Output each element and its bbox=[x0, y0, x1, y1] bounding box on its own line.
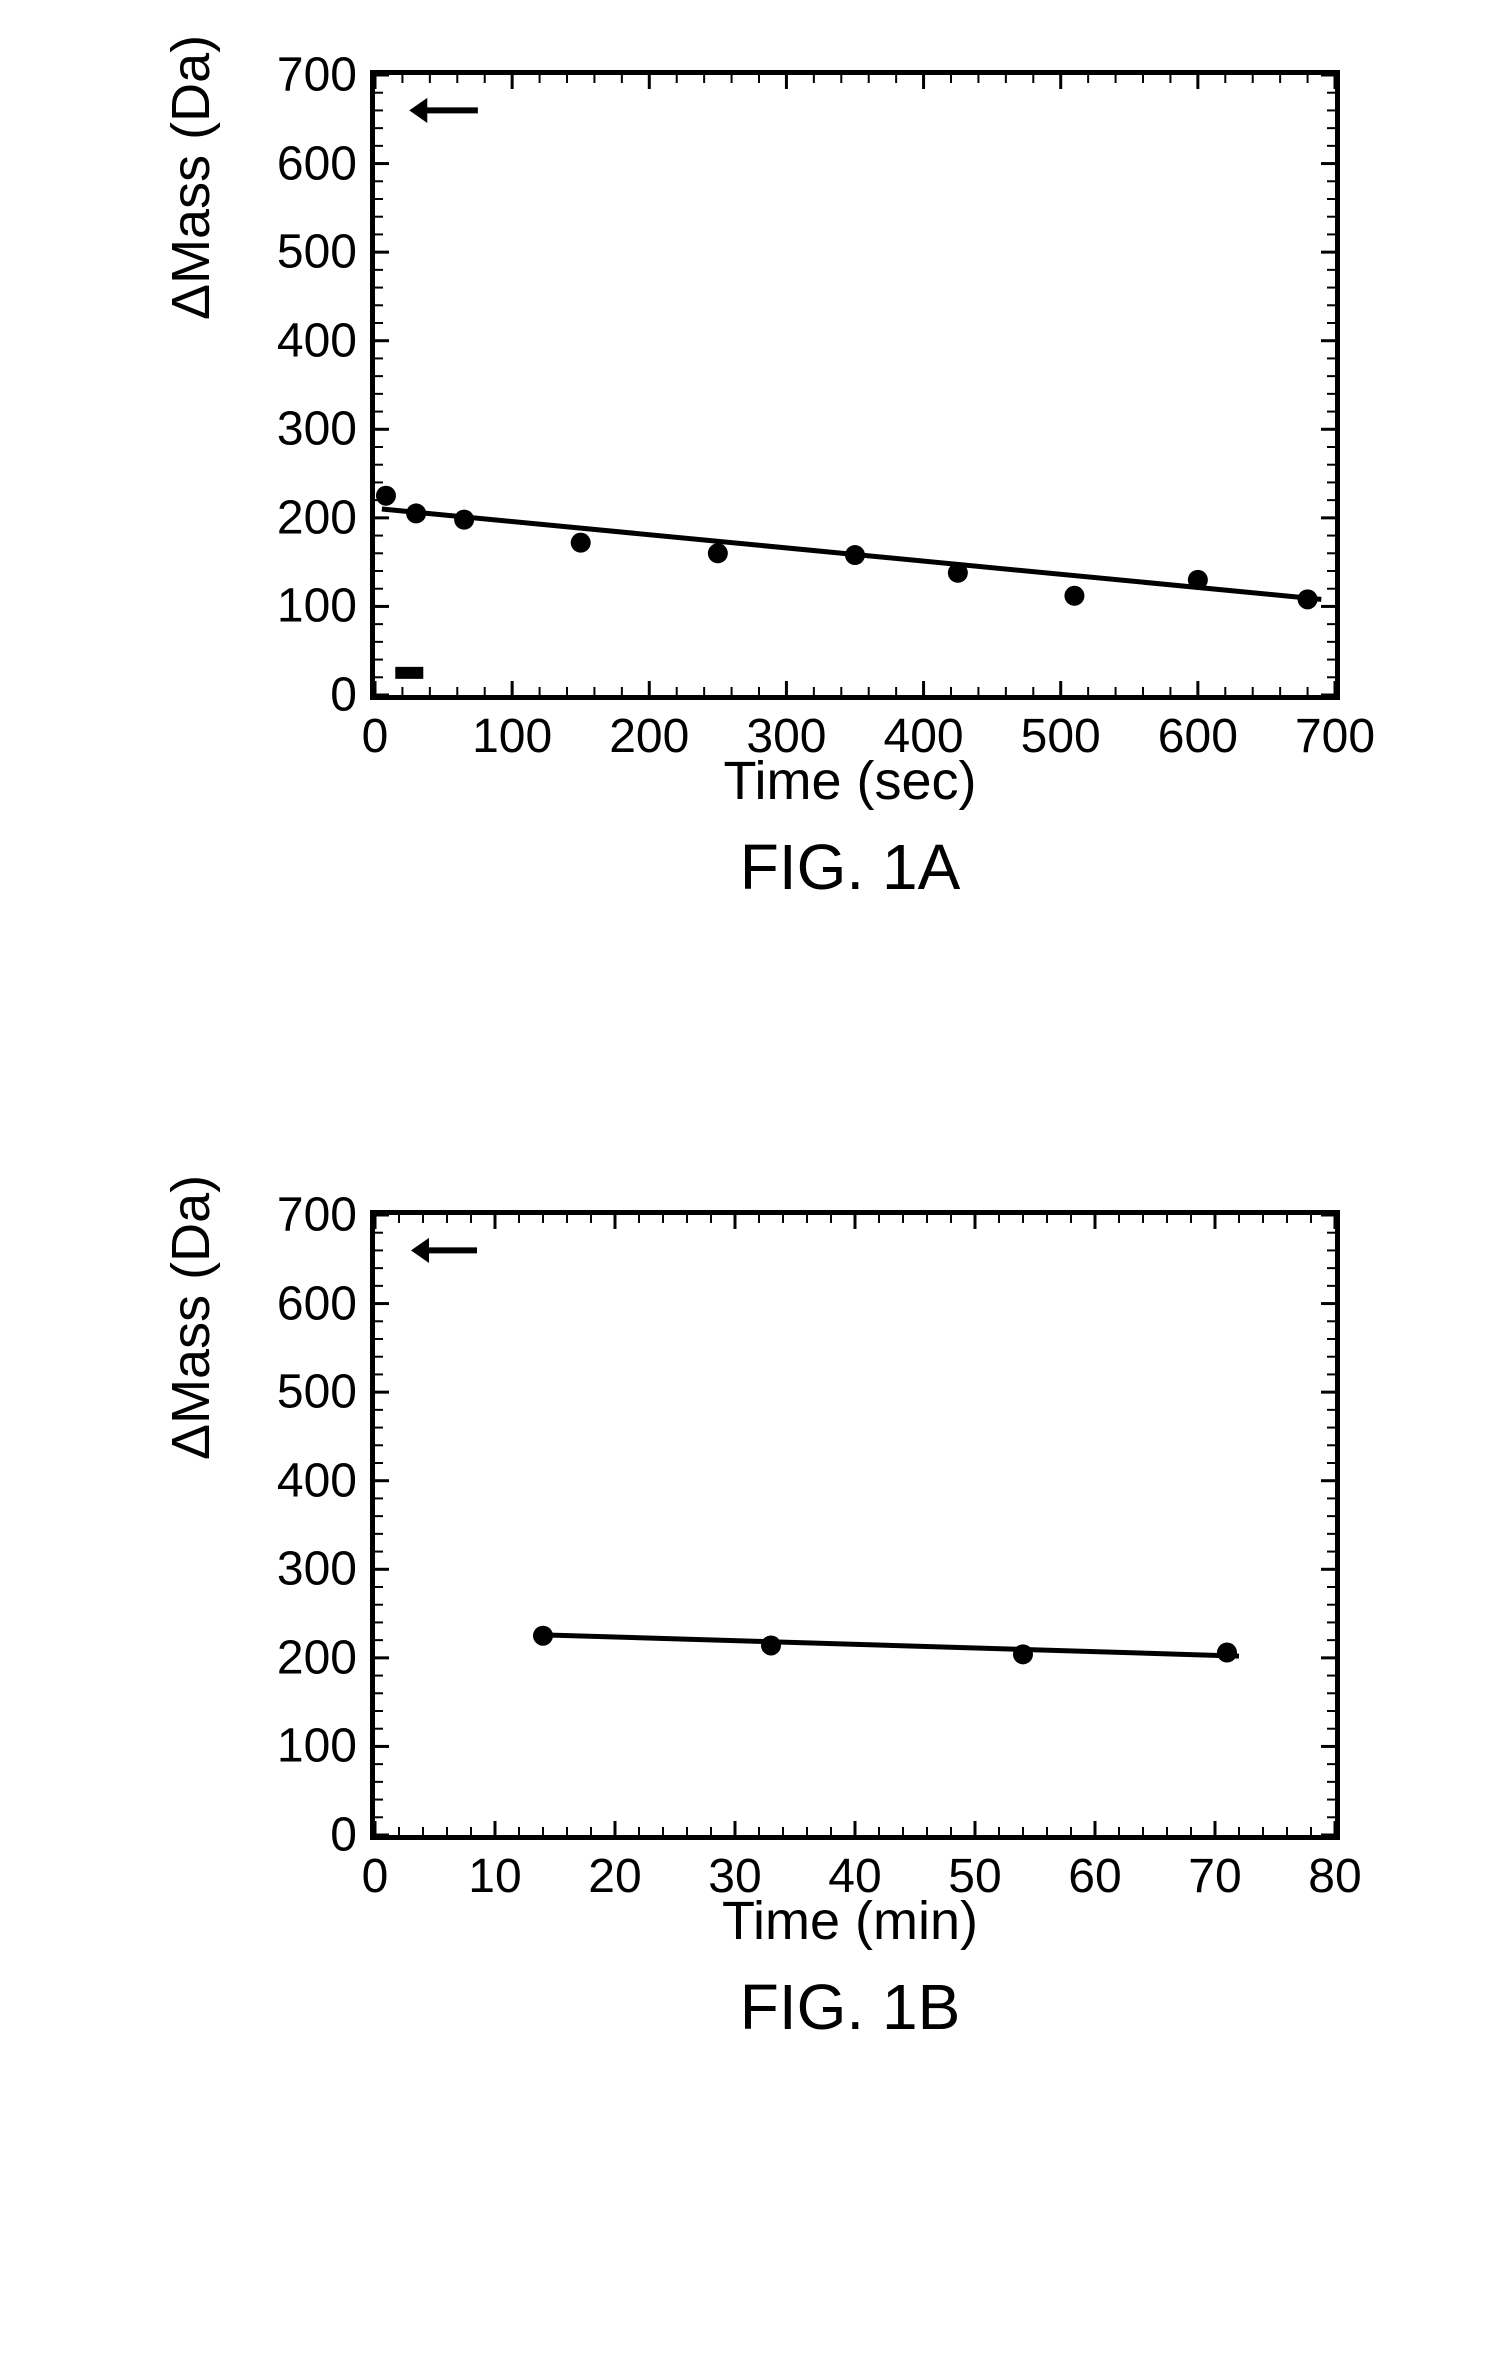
figure-a-plot: 0100200300400500600700010020030040050060… bbox=[370, 70, 1340, 700]
figure-a-ylabel: ΔMass (Da) bbox=[160, 35, 222, 320]
ytick-label: 0 bbox=[237, 668, 357, 723]
ytick-label: 0 bbox=[237, 1808, 357, 1863]
ytick-label: 600 bbox=[237, 136, 357, 191]
data-point bbox=[1064, 586, 1084, 606]
data-point bbox=[1013, 1644, 1033, 1664]
figure-a-xlabel: Time (sec) bbox=[370, 750, 1330, 812]
data-point bbox=[376, 486, 396, 506]
figure-b-ylabel: ΔMass (Da) bbox=[160, 1175, 222, 1460]
figure-a-caption: FIG. 1A bbox=[370, 830, 1330, 904]
ytick-label: 400 bbox=[237, 1453, 357, 1508]
data-point bbox=[1217, 1643, 1237, 1663]
ytick-label: 600 bbox=[237, 1276, 357, 1331]
data-point bbox=[406, 503, 426, 523]
data-point bbox=[845, 545, 865, 565]
data-point bbox=[708, 543, 728, 563]
ytick-label: 200 bbox=[237, 490, 357, 545]
figure-a-panel: ΔMass (Da) 01002003004005006007000100200… bbox=[110, 40, 1390, 1040]
data-point bbox=[1298, 589, 1318, 609]
ytick-label: 100 bbox=[237, 579, 357, 634]
ytick-label: 400 bbox=[237, 313, 357, 368]
plot-svg bbox=[375, 75, 1335, 695]
marker-rect bbox=[395, 667, 423, 679]
ytick-label: 500 bbox=[237, 1365, 357, 1420]
figure-b-panel: ΔMass (Da) 01020304050607080010020030040… bbox=[110, 1180, 1390, 2180]
data-point bbox=[1188, 570, 1208, 590]
data-point bbox=[533, 1626, 553, 1646]
data-point bbox=[948, 563, 968, 583]
figure-b-plot: 010203040506070800100200300400500600700 bbox=[370, 1210, 1340, 1840]
arrow-head-icon bbox=[409, 98, 427, 123]
ytick-label: 300 bbox=[237, 402, 357, 457]
ytick-label: 700 bbox=[237, 1188, 357, 1243]
ytick-label: 700 bbox=[237, 48, 357, 103]
figure-b-caption: FIG. 1B bbox=[370, 1970, 1330, 2044]
data-point bbox=[571, 533, 591, 553]
page: ΔMass (Da) 01002003004005006007000100200… bbox=[0, 0, 1502, 2366]
plot-svg bbox=[375, 1215, 1335, 1835]
data-point bbox=[761, 1635, 781, 1655]
ytick-label: 500 bbox=[237, 225, 357, 280]
trendline bbox=[543, 1635, 1239, 1656]
figure-b-xlabel: Time (min) bbox=[370, 1890, 1330, 1952]
ytick-label: 200 bbox=[237, 1630, 357, 1685]
arrow-head-icon bbox=[411, 1238, 429, 1263]
ytick-label: 300 bbox=[237, 1542, 357, 1597]
data-point bbox=[454, 510, 474, 530]
ytick-label: 100 bbox=[237, 1719, 357, 1774]
